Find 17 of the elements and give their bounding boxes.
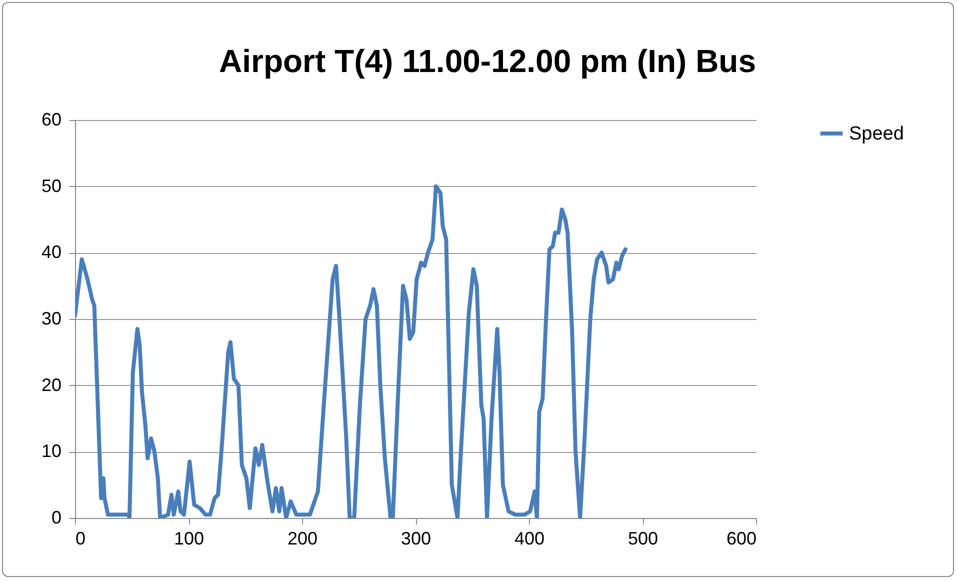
x-tick-label: 500 bbox=[628, 528, 658, 548]
y-tick-label: 0 bbox=[51, 508, 62, 528]
legend-label: Speed bbox=[849, 124, 904, 144]
x-tick-label: 600 bbox=[726, 528, 756, 548]
y-tick-label: 20 bbox=[41, 374, 62, 395]
y-tick-label: 30 bbox=[41, 308, 62, 328]
x-tick-label: 0 bbox=[76, 528, 86, 548]
line-series bbox=[75, 184, 628, 518]
y-tick-label: 40 bbox=[41, 242, 62, 262]
x-tick-label: 200 bbox=[287, 528, 318, 548]
chart-title: Airport T(4) 11.00-12.00 pm (In) Bus bbox=[218, 43, 756, 79]
y-tick-label: 10 bbox=[41, 441, 62, 462]
y-tick-label: 60 bbox=[41, 110, 62, 130]
y-tick-label: 50 bbox=[41, 176, 62, 196]
x-tick-label: 300 bbox=[400, 528, 432, 548]
x-tick-label: 400 bbox=[514, 528, 545, 548]
x-tick-label: 100 bbox=[174, 528, 204, 548]
